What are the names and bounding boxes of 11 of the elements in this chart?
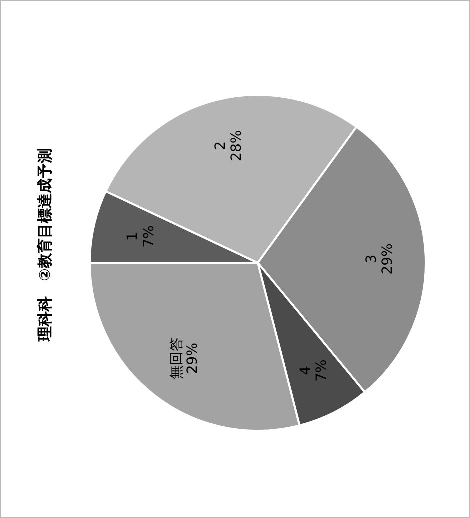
data-label: 29% [185, 343, 202, 374]
data-label: 7% [314, 360, 330, 382]
slice-label: 4 [298, 366, 314, 376]
slice-label: 3 [364, 254, 380, 264]
data-label: 29% [380, 244, 396, 275]
slice-label: 2 [213, 141, 230, 150]
text: 理科科 ②教育目標達成予測 [36, 148, 54, 342]
data-label: 28% [229, 130, 246, 162]
data-label: 7% [141, 226, 158, 248]
slice-label: 無回答 [169, 338, 186, 380]
slice-label: 1 [125, 232, 142, 242]
